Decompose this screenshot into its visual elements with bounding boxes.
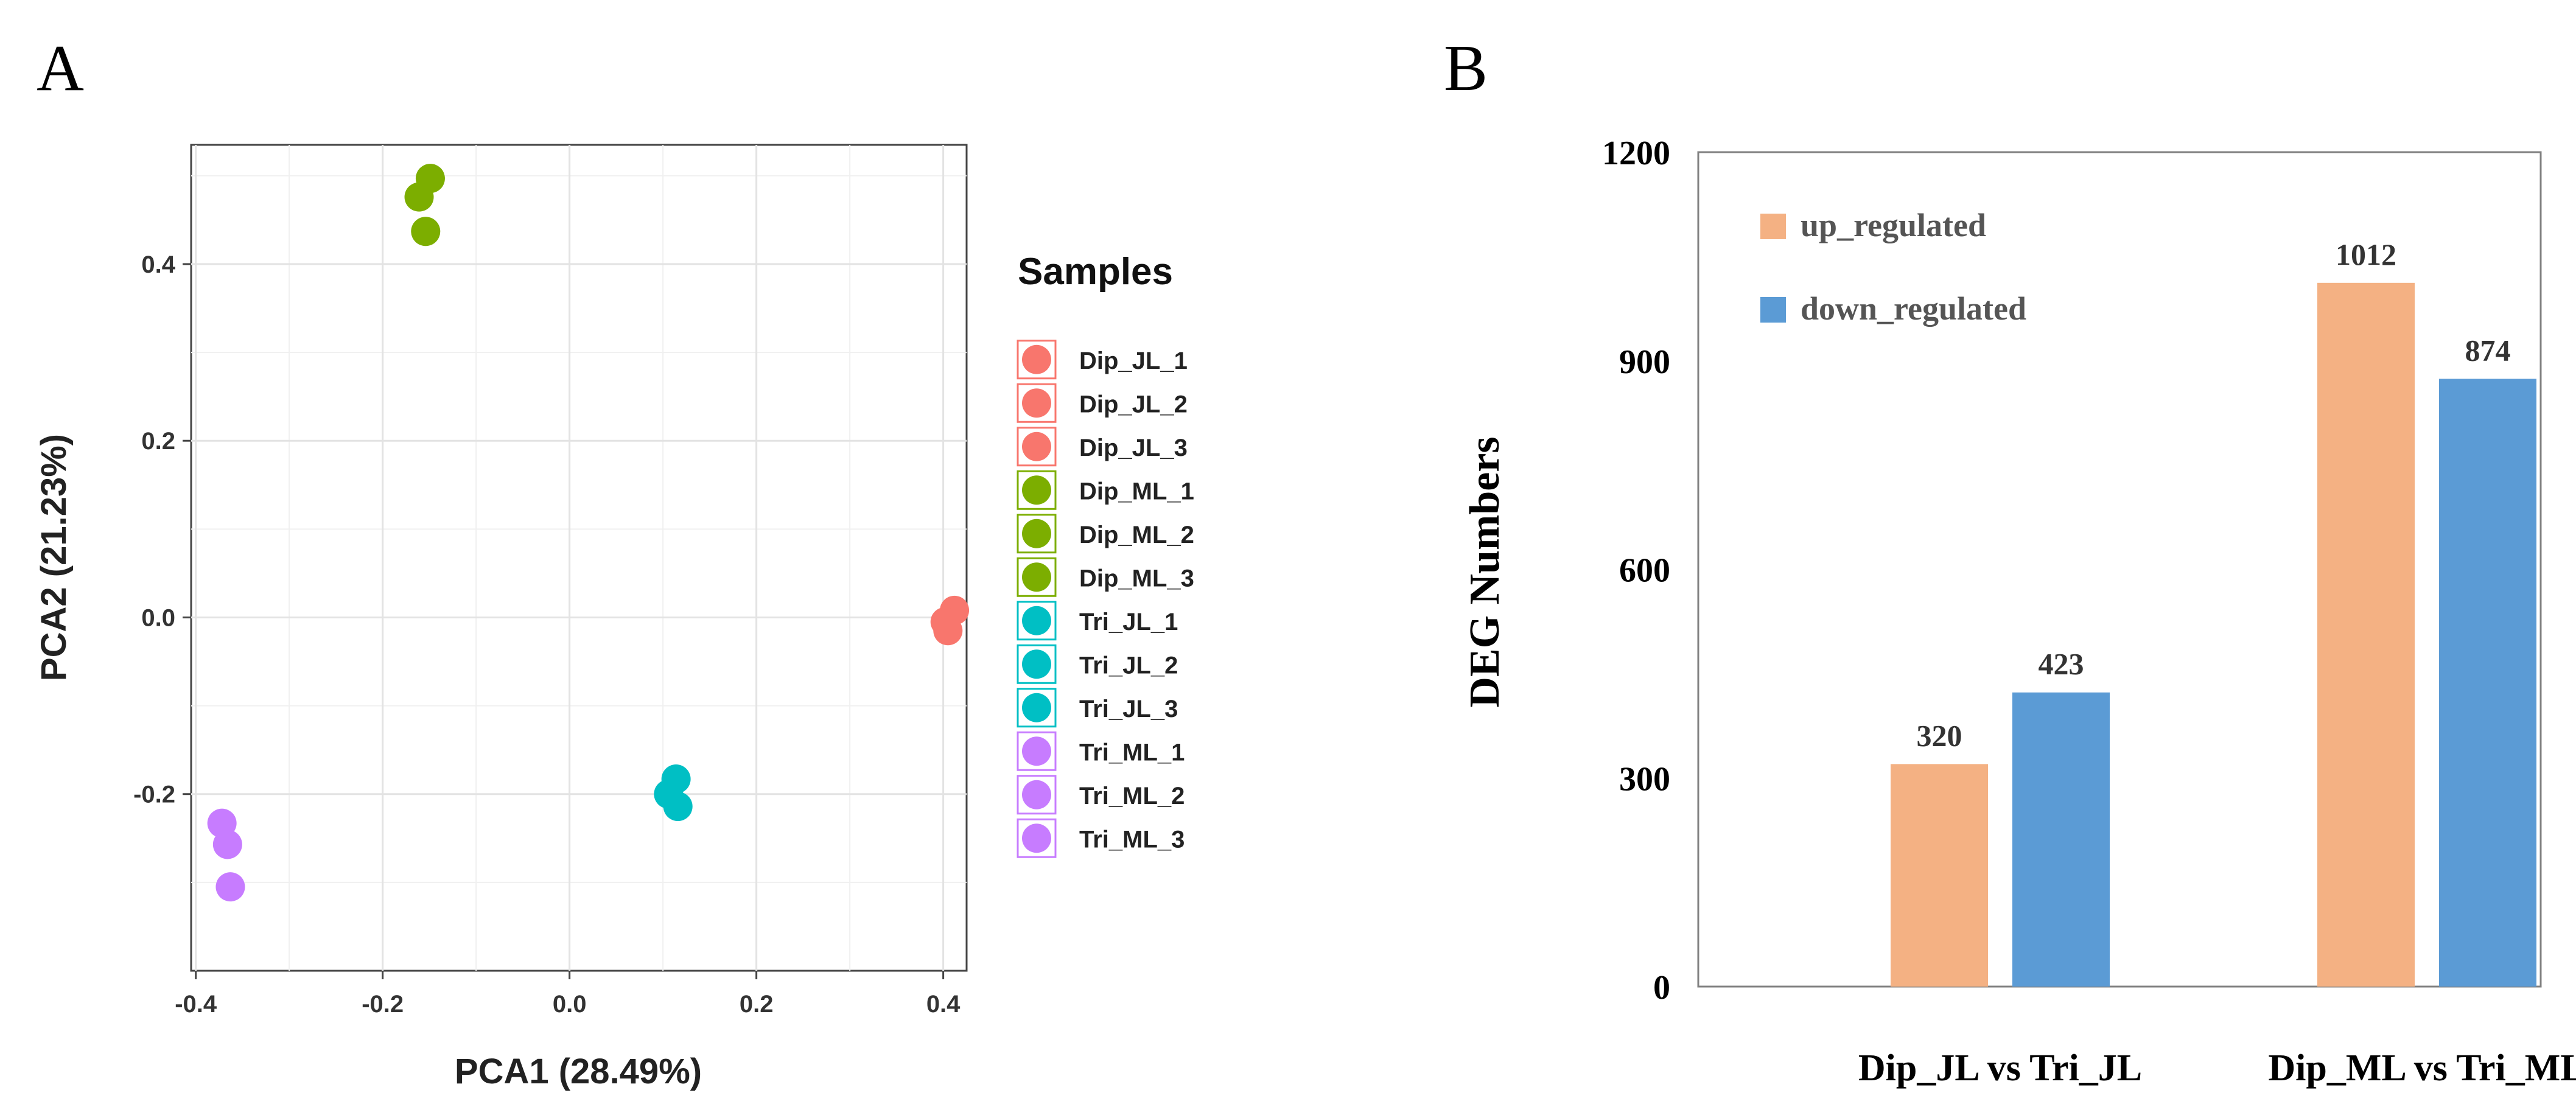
legend-label-dip-jl-1: Dip_JL_1 <box>1079 348 1188 374</box>
pca-x-tick-label: 0.2 <box>740 991 774 1018</box>
bar-y-tick-label: 0 <box>1653 969 1670 1007</box>
legend-dot-dip-ml-3 <box>1022 562 1051 592</box>
panel-b: B 0 300 600 900 1200 320 423 1012 874 Dip_JL vs… <box>1444 32 2576 1089</box>
bar-y-tick-label: 300 <box>1619 760 1670 798</box>
bar-category-label: Dip_ML vs Tri_ML <box>2268 1047 2576 1089</box>
legend-dot-dip-jl-2 <box>1022 388 1051 418</box>
bar-value-label: 874 <box>2465 333 2511 367</box>
bar-down-regulated-0 <box>2012 692 2110 987</box>
legend-label-dip-jl-3: Dip_JL_3 <box>1079 435 1188 461</box>
pca-x-tick-label: 0.4 <box>926 991 961 1018</box>
legend-swatch-down-regulated <box>1760 297 1786 323</box>
bar-y-tick-label: 1200 <box>1602 135 1670 172</box>
pca-point-dip-ml-3 <box>411 217 441 246</box>
bar-y-tick-label: 600 <box>1619 552 1670 590</box>
pca-y-axis-label: PCA2 (21.23%) <box>34 434 74 681</box>
legend-label-dip-jl-2: Dip_JL_2 <box>1079 391 1188 418</box>
legend-label-tri-ml-1: Tri_ML_1 <box>1079 739 1185 766</box>
legend-dot-dip-jl-1 <box>1022 344 1051 374</box>
bar-category-label: Dip_JL vs Tri_JL <box>1858 1047 2142 1089</box>
pca-point-tri-ml-2 <box>212 830 242 859</box>
bar-value-label: 423 <box>2039 647 2084 681</box>
pca-point-dip-jl-3 <box>933 616 963 646</box>
bar-down-regulated-1 <box>2439 379 2536 987</box>
pca-gridlines <box>191 145 967 971</box>
pca-y-ticks: -0.2 0.0 0.2 0.4 <box>133 251 191 808</box>
legend-swatch-up-regulated <box>1760 214 1786 239</box>
legend-dot-tri-ml-1 <box>1022 736 1051 766</box>
pca-y-tick-label: 0.4 <box>141 251 175 278</box>
legend-label-dip-ml-3: Dip_ML_3 <box>1079 565 1194 592</box>
bar-categories: Dip_JL vs Tri_JL Dip_ML vs Tri_ML <box>1858 1047 2576 1089</box>
pca-x-axis-label: PCA1 (28.49%) <box>455 1052 702 1091</box>
legend-dot-dip-jl-3 <box>1022 432 1051 461</box>
legend-dot-tri-jl-2 <box>1022 649 1051 679</box>
legend-dot-tri-ml-3 <box>1022 823 1051 853</box>
legend-label-tri-jl-3: Tri_JL_3 <box>1079 696 1178 722</box>
bar-y-ticks: 0 300 600 900 1200 <box>1602 135 1670 1007</box>
legend-dot-dip-ml-2 <box>1022 519 1051 548</box>
bar-value-label: 1012 <box>2336 237 2396 271</box>
pca-x-tick-label: -0.2 <box>362 991 404 1018</box>
pca-x-tick-label: 0.0 <box>553 991 587 1018</box>
pca-x-ticks: -0.4 -0.2 0.0 0.2 0.4 <box>175 971 961 1018</box>
legend-label-tri-ml-3: Tri_ML_3 <box>1079 826 1185 853</box>
pca-y-tick-label: -0.2 <box>133 781 175 808</box>
legend-label-tri-jl-1: Tri_JL_1 <box>1079 609 1178 635</box>
legend-label-dip-ml-1: Dip_ML_1 <box>1079 478 1194 505</box>
bar-value-label: 320 <box>1917 718 1962 752</box>
pca-legend: Samples Dip_JL_1 Dip_JL_2 Dip_JL_3 Dip_ML_1… <box>1017 251 1194 858</box>
legend-label-dip-ml-2: Dip_ML_2 <box>1079 522 1194 548</box>
legend-label-tri-ml-2: Tri_ML_2 <box>1079 783 1185 809</box>
legend-label-tri-jl-2: Tri_JL_2 <box>1079 652 1178 679</box>
legend-label-down-regulated: down_regulated <box>1801 290 2026 327</box>
pca-point-dip-ml-2 <box>404 182 434 212</box>
pca-x-tick-label: -0.4 <box>175 991 217 1018</box>
pca-y-tick-label: 0.0 <box>141 604 175 631</box>
panel-b-label: B <box>1444 32 1488 105</box>
pca-plot-area <box>190 144 968 972</box>
panel-a-label: A <box>37 32 84 105</box>
bar-y-tick-label: 900 <box>1619 343 1670 381</box>
legend-label-up-regulated: up_regulated <box>1801 207 1986 243</box>
legend-dot-tri-jl-1 <box>1022 606 1051 635</box>
pca-y-tick-label: 0.2 <box>141 428 175 455</box>
pca-point-tri-jl-3 <box>663 792 693 822</box>
legend-dot-tri-jl-3 <box>1022 693 1051 722</box>
pca-point-tri-ml-3 <box>215 872 245 902</box>
bar-up-regulated-0 <box>1891 764 1988 987</box>
bar-legend: up_regulated down_regulated <box>1760 207 2026 327</box>
pca-points <box>207 164 970 902</box>
bar-up-regulated-1 <box>2317 282 2415 987</box>
legend-items: Dip_JL_1 Dip_JL_2 Dip_JL_3 Dip_ML_1 Dip_ML_2… <box>1017 340 1194 858</box>
legend-dot-tri-ml-2 <box>1022 780 1051 809</box>
legend-title: Samples <box>1018 251 1173 293</box>
bar-bars: 320 423 1012 874 <box>1891 237 2536 987</box>
bar-y-axis-label: DEG Numbers <box>1461 436 1508 707</box>
legend-dot-dip-ml-1 <box>1022 475 1051 505</box>
panel-a: A -0.4 -0.2 0.0 0.2 0.4 -0.2 0.0 0.2 0.4 PCA1 (… <box>34 32 1194 1091</box>
